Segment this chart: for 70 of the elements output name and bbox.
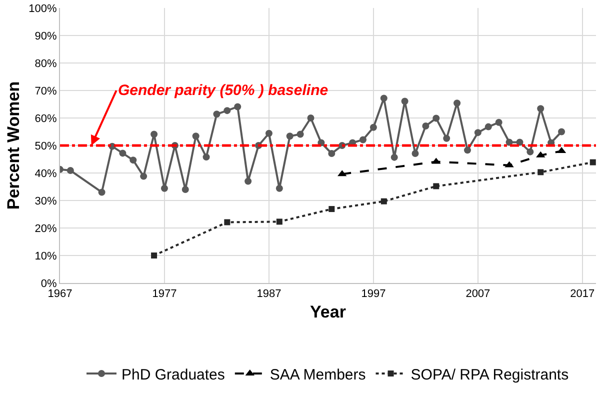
point — [401, 98, 408, 105]
y-axis-title: Percent Women — [4, 81, 24, 210]
y-tick-label: 20% — [34, 222, 58, 235]
point — [202, 154, 210, 161]
y-tick-label: 30% — [34, 195, 58, 208]
point — [213, 110, 220, 118]
point — [192, 132, 200, 140]
point — [454, 100, 461, 107]
point — [244, 178, 252, 185]
point — [433, 183, 440, 190]
y-tick-label: 60% — [34, 112, 58, 125]
x-tick-label: 2017 — [570, 288, 595, 300]
point — [296, 130, 304, 138]
point — [495, 118, 502, 126]
point — [224, 219, 230, 226]
point — [140, 172, 148, 180]
point — [484, 123, 492, 130]
y-tick-label: 100% — [28, 2, 58, 15]
y-tick-label: 80% — [34, 58, 58, 70]
point — [360, 136, 366, 144]
point — [590, 159, 596, 166]
x-tick-label: 1997 — [361, 288, 386, 300]
point — [538, 169, 544, 176]
point — [276, 218, 282, 225]
point — [286, 132, 294, 140]
point — [380, 94, 388, 102]
legend-label: SAA Members — [270, 366, 366, 384]
x-tick-label: 1987 — [256, 288, 282, 300]
y-tick-label: 70% — [34, 85, 58, 98]
point — [66, 167, 74, 174]
x-tick-label: 1967 — [48, 288, 72, 300]
x-tick-label: 2007 — [466, 288, 490, 300]
x-axis-title: Year — [310, 302, 346, 322]
point — [160, 184, 168, 192]
point — [464, 146, 471, 154]
y-tick-label: 50% — [34, 140, 58, 152]
point — [182, 186, 189, 193]
point — [328, 150, 336, 157]
point — [474, 129, 482, 136]
legend-label: SOPA/ RPA Registrants — [410, 366, 569, 384]
point — [412, 150, 419, 157]
point — [234, 103, 242, 110]
point — [224, 107, 231, 114]
point — [119, 150, 126, 157]
point — [276, 184, 283, 192]
point — [537, 105, 544, 112]
point — [526, 148, 534, 156]
point — [516, 138, 524, 146]
point — [328, 206, 335, 212]
y-tick-label: 90% — [34, 30, 58, 42]
point — [370, 124, 377, 131]
point — [506, 138, 513, 146]
ref-line-label: Gender parity (50% ) baseline — [118, 82, 328, 99]
point — [443, 134, 450, 142]
point — [432, 114, 440, 122]
point — [151, 252, 158, 258]
point — [150, 130, 158, 138]
y-tick-label: 0% — [40, 278, 58, 290]
y-tick-label: 40% — [34, 168, 58, 180]
point — [390, 154, 398, 161]
x-tick-label: 1977 — [152, 288, 177, 300]
point — [307, 114, 314, 122]
point — [422, 122, 430, 130]
legend-label: PhD Graduates — [122, 366, 225, 384]
point — [380, 198, 387, 204]
point — [98, 188, 106, 196]
point — [265, 130, 272, 137]
y-tick-label: 10% — [34, 250, 58, 262]
point — [130, 156, 137, 164]
point — [558, 128, 566, 136]
